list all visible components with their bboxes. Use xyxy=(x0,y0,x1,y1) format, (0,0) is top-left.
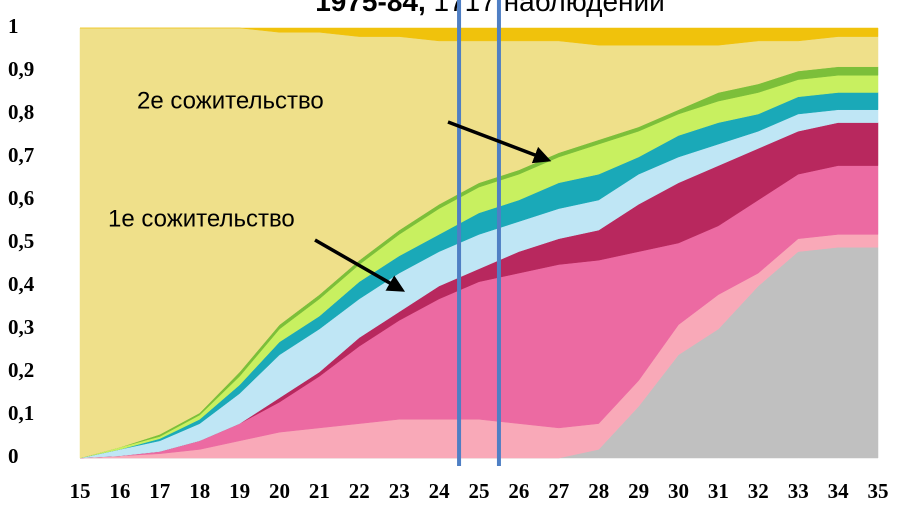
x-tick-label: 35 xyxy=(868,479,889,503)
x-tick-label: 29 xyxy=(628,479,649,503)
y-tick-label: 0,1 xyxy=(8,401,34,425)
title-rest: 1717 наблюдений xyxy=(434,0,665,17)
y-tick-label: 0,2 xyxy=(8,358,34,382)
x-tick-label: 18 xyxy=(189,479,210,503)
x-tick-label: 19 xyxy=(229,479,250,503)
x-tick-label: 15 xyxy=(70,479,91,503)
x-tick-label: 28 xyxy=(588,479,609,503)
x-tick-label: 27 xyxy=(548,479,569,503)
x-tick-label: 24 xyxy=(429,479,451,503)
x-tick-label: 32 xyxy=(748,479,769,503)
x-tick-label: 17 xyxy=(149,479,170,503)
x-tick-label: 26 xyxy=(508,479,529,503)
x-tick-label: 34 xyxy=(828,479,850,503)
y-tick-label: 1 xyxy=(8,14,19,38)
chart-title: 1975-84, 1717 наблюдений xyxy=(315,0,665,17)
annotation-arrow xyxy=(314,238,406,292)
x-tick-label: 22 xyxy=(349,479,370,503)
annotation: 2е сожительство xyxy=(137,87,324,114)
x-tick-label: 20 xyxy=(269,479,290,503)
x-tick-label: 16 xyxy=(109,479,130,503)
x-tick-label: 30 xyxy=(668,479,689,503)
title-bold: 1975-84, xyxy=(315,0,426,17)
x-tick-label: 23 xyxy=(389,479,410,503)
x-tick-label: 25 xyxy=(469,479,490,503)
y-tick-label: 0,3 xyxy=(8,315,34,339)
plot-area xyxy=(79,27,879,459)
y-tick-label: 0,7 xyxy=(8,143,34,167)
y-tick-label: 0,4 xyxy=(8,272,35,296)
area xyxy=(80,27,879,46)
y-tick-label: 0,9 xyxy=(8,57,34,81)
x-tick-label: 21 xyxy=(309,479,330,503)
x-tick-label: 31 xyxy=(708,479,729,503)
annotation-arrow xyxy=(447,120,552,164)
annotation: 1е сожительство xyxy=(108,205,295,232)
y-tick-label: 0 xyxy=(8,444,19,468)
y-tick-label: 0,6 xyxy=(8,186,34,210)
overlay: 0 0,1 0,2 0,3 0,4 0,5 0,6 0,7 0,8 0,9 1 15 16 17 18 19 2… xyxy=(8,0,889,503)
y-tick-label: 0,5 xyxy=(8,229,34,253)
y-tick-label: 0,8 xyxy=(8,100,34,124)
x-tick-label: 33 xyxy=(788,479,809,503)
